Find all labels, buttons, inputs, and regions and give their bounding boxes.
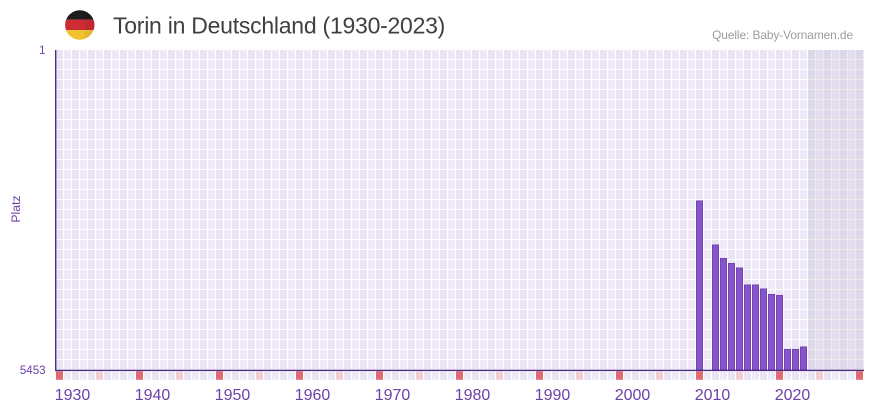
- svg-text:2020: 2020: [775, 387, 811, 404]
- svg-text:Platz: Platz: [9, 195, 23, 222]
- svg-text:1930: 1930: [55, 387, 91, 404]
- svg-text:1950: 1950: [215, 387, 251, 404]
- svg-text:1980: 1980: [455, 387, 491, 404]
- svg-text:1990: 1990: [535, 387, 571, 404]
- svg-text:1970: 1970: [375, 387, 411, 404]
- svg-text:5453: 5453: [20, 365, 46, 377]
- svg-text:1960: 1960: [295, 387, 331, 404]
- svg-text:1: 1: [39, 45, 45, 57]
- svg-text:2010: 2010: [695, 387, 731, 404]
- svg-text:1940: 1940: [135, 387, 171, 404]
- svg-text:2000: 2000: [615, 387, 651, 404]
- svg-text:Quelle: Baby-Vornamen.de: Quelle: Baby-Vornamen.de: [712, 28, 853, 42]
- svg-text:Torin in Deutschland (1930-202: Torin in Deutschland (1930-2023): [113, 13, 445, 39]
